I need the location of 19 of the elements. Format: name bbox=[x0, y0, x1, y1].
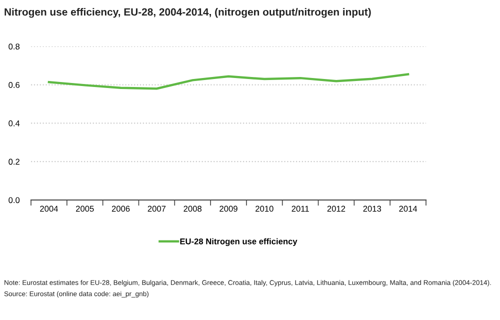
x-tick-label: 2012 bbox=[327, 206, 346, 212]
x-tick-label: 2014 bbox=[399, 206, 418, 212]
legend-label: EU-28 Nitrogen use efficiency bbox=[180, 238, 298, 246]
y-tick-label: 0.0 bbox=[8, 197, 20, 204]
x-tick-label: 2013 bbox=[363, 206, 382, 212]
y-tick-label: 0.4 bbox=[8, 120, 20, 126]
x-tick-label: 2005 bbox=[76, 206, 94, 212]
x-tick-label: 2010 bbox=[256, 206, 274, 212]
y-tick-label: 0.8 bbox=[8, 44, 20, 50]
line-series bbox=[48, 73, 410, 90]
x-tick-label: 2011 bbox=[292, 206, 309, 212]
x-tick-label: 2008 bbox=[184, 206, 202, 212]
y-tick-label: 0.2 bbox=[8, 158, 20, 165]
x-tick-label: 2009 bbox=[220, 206, 238, 212]
x-tick-label: 2006 bbox=[112, 206, 130, 212]
chart-title: Nitrogen use efficiency, EU-28, 2004-2014, (nitrogen output/nitrogen input) bbox=[4, 8, 371, 18]
y-tick-label: 0.6 bbox=[8, 82, 20, 88]
x-tick-label: 2007 bbox=[148, 206, 166, 212]
x-tick-label: 2004 bbox=[40, 206, 58, 212]
